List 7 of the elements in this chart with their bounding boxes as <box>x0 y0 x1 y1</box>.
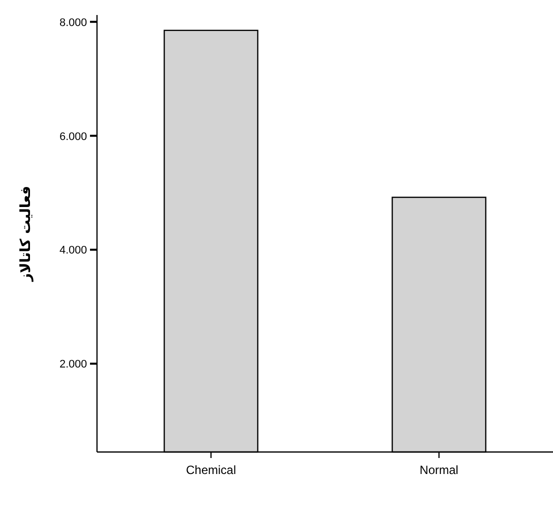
y-tick-label: 8.000 <box>59 16 87 29</box>
x-tick-label: Normal <box>420 463 458 477</box>
y-axis-title: فعالیت کاتالاز <box>18 186 34 282</box>
x-tick-label: Chemical <box>186 463 236 477</box>
y-tick-label: 2.000 <box>59 358 87 371</box>
y-tick-label: 6.000 <box>59 130 87 143</box>
y-tick-label: 4.000 <box>59 244 87 257</box>
